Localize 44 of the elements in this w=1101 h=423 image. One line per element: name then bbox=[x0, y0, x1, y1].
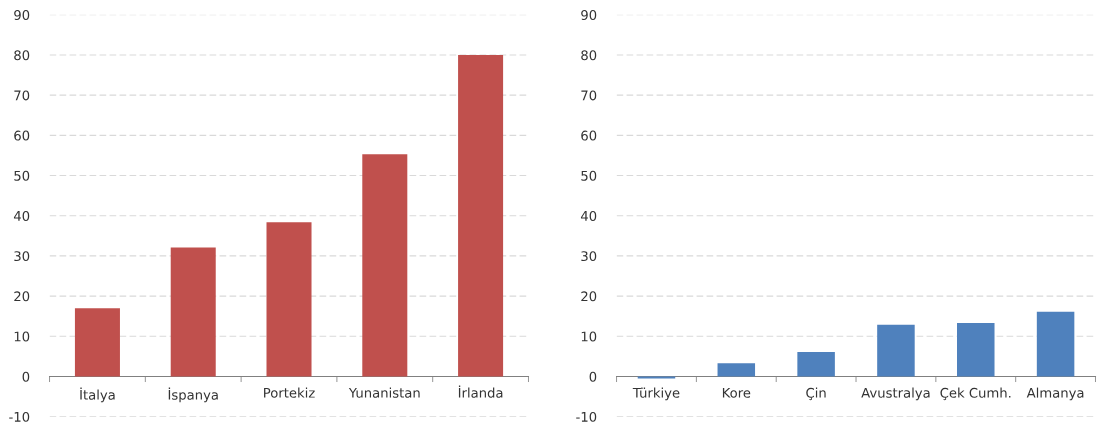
y-tick-label: 20 bbox=[581, 291, 597, 302]
y-tick-label: 60 bbox=[581, 130, 597, 141]
bar bbox=[170, 247, 216, 377]
x-tick-label: Türkiye bbox=[632, 387, 680, 401]
y-tick-label: 90 bbox=[581, 10, 597, 21]
y-tick-label: 20 bbox=[14, 291, 30, 302]
x-tick-label: Portekiz bbox=[264, 387, 315, 398]
y-tick-label: 10 bbox=[14, 331, 30, 342]
y-tick-label: 30 bbox=[581, 251, 597, 262]
bar bbox=[1036, 311, 1075, 377]
y-tick-label: -10 bbox=[9, 411, 30, 422]
bar bbox=[266, 222, 312, 377]
y-tick-label: 80 bbox=[581, 50, 597, 61]
y-tick-label: 0 bbox=[22, 371, 30, 382]
y-tick-label: 90 bbox=[14, 10, 30, 21]
bar bbox=[74, 308, 120, 377]
bar bbox=[957, 323, 995, 377]
y-tick-label: 60 bbox=[14, 130, 30, 141]
y-tick-label: 70 bbox=[14, 90, 30, 101]
x-tick-label: Yunanistan bbox=[348, 387, 420, 398]
bar bbox=[362, 154, 408, 377]
x-tick-label: İrlanda bbox=[458, 385, 503, 398]
y-tick-label: 0 bbox=[589, 371, 597, 382]
y-tick-label: 50 bbox=[14, 170, 30, 181]
bar bbox=[877, 324, 915, 377]
x-tick-label: Almanya bbox=[1026, 387, 1084, 401]
y-tick-label: 40 bbox=[13, 210, 30, 221]
x-tick-label: Kore bbox=[722, 387, 751, 398]
bar bbox=[637, 376, 676, 379]
x-tick-label: İspanya bbox=[168, 387, 218, 403]
x-tick-label: Avustralya bbox=[861, 387, 930, 401]
y-tick-label: 50 bbox=[581, 170, 597, 181]
y-tick-label: 80 bbox=[14, 50, 30, 61]
bar bbox=[458, 54, 504, 377]
y-tick-label: 40 bbox=[580, 210, 597, 221]
x-tick-label: Çin bbox=[806, 387, 826, 401]
y-tick-label: 30 bbox=[14, 251, 30, 262]
y-tick-label: 10 bbox=[581, 331, 597, 342]
y-tick-label: -10 bbox=[576, 411, 597, 422]
bar bbox=[717, 363, 756, 377]
x-tick-label: Çek Cumh. bbox=[940, 387, 1011, 401]
x-tick-label: İtalya bbox=[80, 387, 115, 403]
bar bbox=[797, 351, 835, 377]
y-tick-label: 70 bbox=[581, 90, 597, 101]
